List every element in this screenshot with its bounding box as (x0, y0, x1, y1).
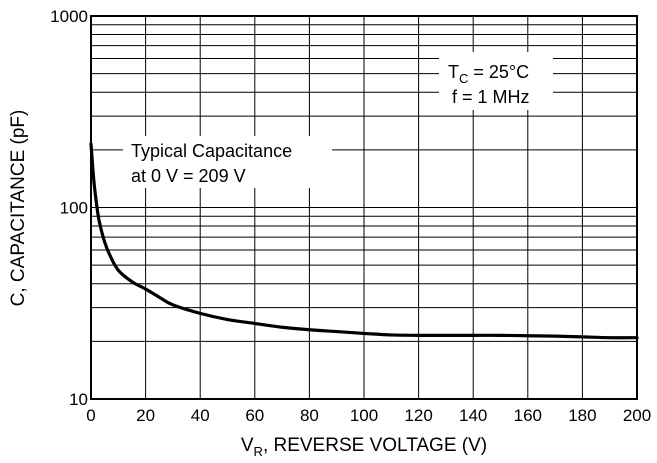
conditions-box (439, 52, 553, 110)
x-tick-label: 40 (191, 406, 210, 425)
x-tick-labels: 0 20 40 60 80 100 120 140 160 180 200 (86, 406, 651, 425)
x-axis-label: VR, REVERSE VOLTAGE (V) (241, 435, 487, 459)
x-tick-label: 0 (86, 406, 95, 425)
x-tick-label: 100 (350, 406, 378, 425)
typical-line1: Typical Capacitance (131, 141, 292, 161)
x-tick-label: 160 (514, 406, 542, 425)
plot-frame (90, 15, 638, 400)
typical-box (123, 136, 332, 188)
x-tick-label: 80 (300, 406, 319, 425)
x-tick-label: 20 (136, 406, 155, 425)
x-tick-label: 140 (459, 406, 487, 425)
x-tick-label: 60 (245, 406, 264, 425)
y-tick-label: 100 (60, 199, 88, 218)
conditions-tc: TC = 25°C (448, 62, 529, 86)
y-axis-label: C, CAPACITANCE (pF) (8, 110, 29, 307)
typical-line2: at 0 V = 209 V (131, 166, 246, 186)
conditions-freq: f = 1 MHz (452, 87, 530, 107)
x-tick-label: 180 (568, 406, 596, 425)
y-tick-label: 1000 (50, 7, 88, 26)
series (89, 142, 639, 340)
capacitance-curve (89, 142, 639, 340)
grid (90, 15, 638, 400)
y-tick-label: 10 (69, 390, 88, 409)
y-tick-labels: 10 100 1000 (50, 7, 88, 409)
x-tick-label: 120 (404, 406, 432, 425)
x-tick-label: 200 (623, 406, 651, 425)
